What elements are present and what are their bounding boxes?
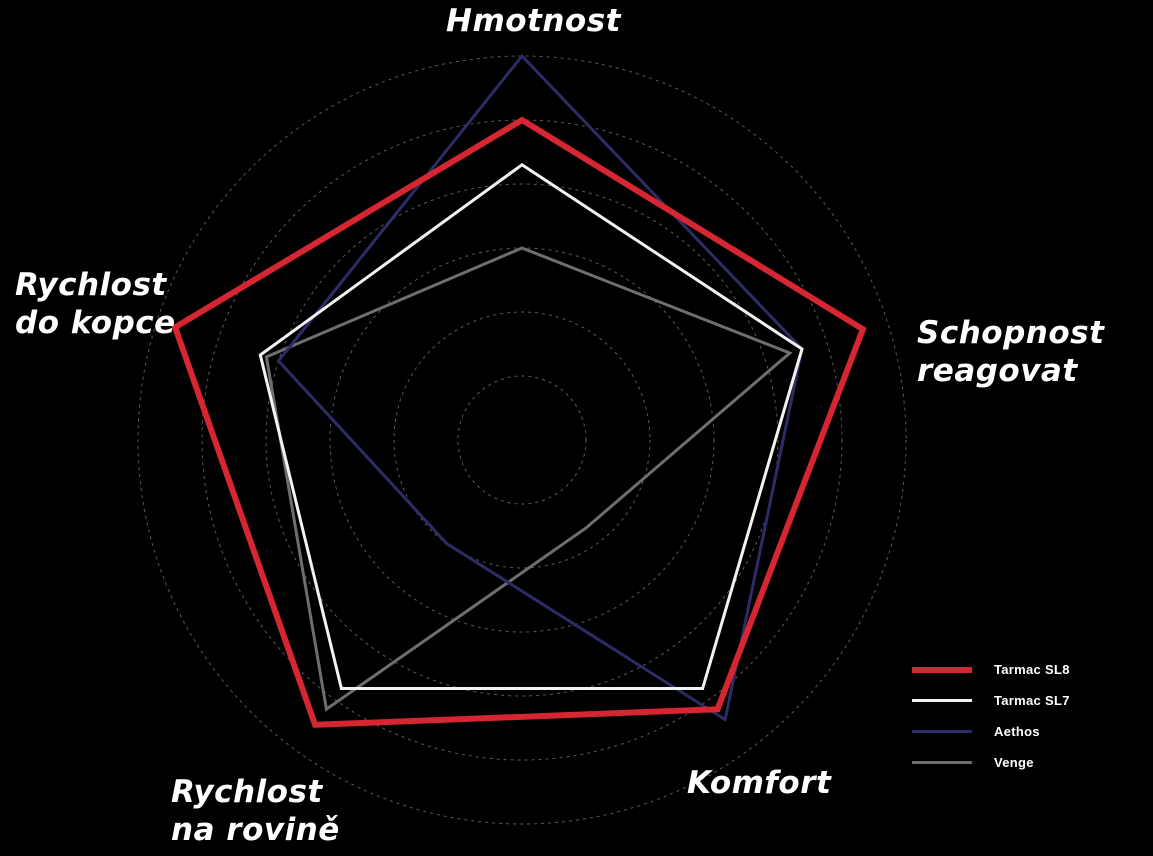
legend-label: Venge xyxy=(994,755,1034,770)
grid-ring xyxy=(265,183,779,697)
axis-label-line: Rychlost xyxy=(171,774,323,810)
legend-item-aethos: Aethos xyxy=(912,716,1070,747)
grid-rings xyxy=(137,55,907,825)
series-layer xyxy=(171,53,867,728)
legend: Tarmac SL8 Tarmac SL7 Aethos Venge xyxy=(912,654,1070,778)
legend-item-tarmac-sl7: Tarmac SL7 xyxy=(912,685,1070,716)
axis-label-line: Rychlost xyxy=(15,267,167,303)
axis-label-schopnost-reagovat: Schopnost reagovat xyxy=(917,314,1104,390)
legend-swatch xyxy=(912,730,972,733)
axis-label-line: Komfort xyxy=(687,765,832,801)
axis-label-komfort: Komfort xyxy=(687,764,831,802)
grid-ring xyxy=(201,119,843,761)
axis-label-hmotnost: Hmotnost xyxy=(446,2,621,40)
legend-item-venge: Venge xyxy=(912,747,1070,778)
series-venge xyxy=(264,246,793,712)
legend-swatch xyxy=(912,666,972,673)
series-aethos xyxy=(276,53,804,723)
legend-label: Tarmac SL7 xyxy=(994,693,1070,708)
legend-swatch xyxy=(912,699,972,702)
axis-label-line: Schopnost xyxy=(917,315,1105,351)
grid-ring xyxy=(137,55,907,825)
grid-ring xyxy=(393,311,651,569)
legend-swatch xyxy=(912,761,972,764)
legend-label: Tarmac SL8 xyxy=(994,662,1070,677)
legend-label: Aethos xyxy=(994,724,1040,739)
axis-label-line: reagovat xyxy=(917,353,1078,389)
series-tarmac-sl7 xyxy=(258,162,804,690)
grid-ring xyxy=(457,375,587,505)
axis-label-line: na rovině xyxy=(171,812,340,848)
legend-item-tarmac-sl8: Tarmac SL8 xyxy=(912,654,1070,685)
axis-label-line: Hmotnost xyxy=(446,3,621,39)
axis-label-rychlost-do-kopce: Rychlost do kopce xyxy=(15,266,176,342)
axis-label-rychlost-na-rovine: Rychlost na rovině xyxy=(171,773,340,849)
series-tarmac-sl8 xyxy=(171,116,867,728)
axis-label-line: do kopce xyxy=(15,305,176,341)
